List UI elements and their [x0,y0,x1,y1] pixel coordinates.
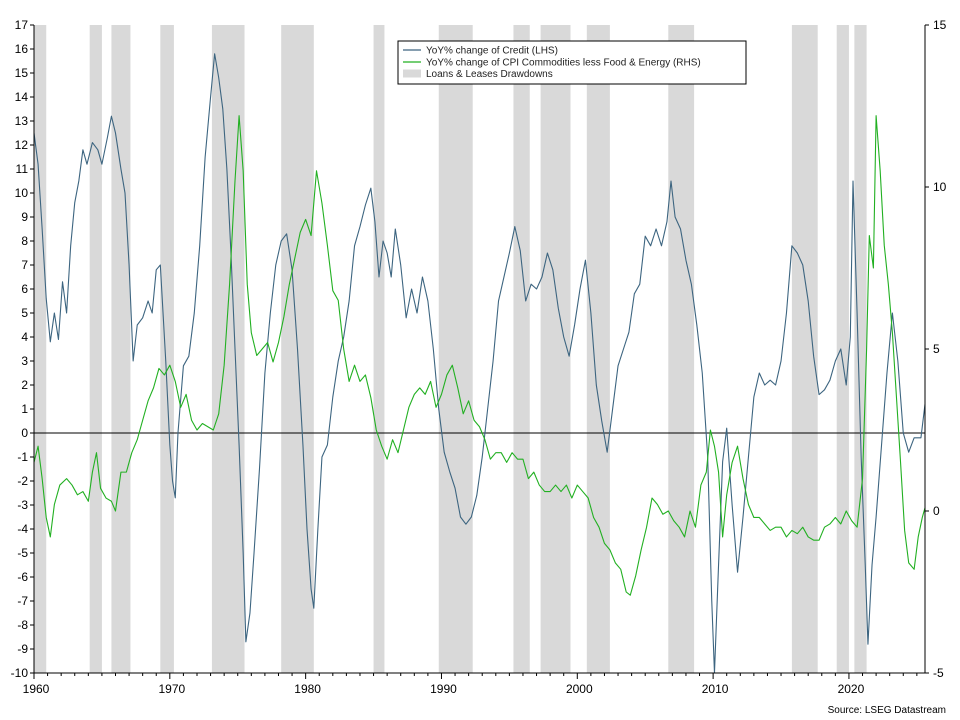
series-lines [33,53,926,674]
right-axis: -5 0 5 10 15 [925,18,947,680]
left-tick-label: -5 [17,546,28,560]
left-tick-label: -9 [17,642,28,656]
left-tick-label: 16 [15,42,29,56]
legend-label-drawdowns: Loans & Leases Drawdowns [426,69,553,80]
left-tick-label: 0 [21,426,28,440]
right-tick-label: 0 [933,504,940,518]
drawdown-band-6 [373,25,385,673]
drawdown-band-10 [586,25,610,673]
left-tick-label: 1 [21,402,28,416]
left-tick-label: 8 [21,234,28,248]
drawdown-band-3 [160,25,174,673]
left-tick-label: -1 [17,450,28,464]
drawdown-band-13 [836,25,849,673]
series-line-0 [33,53,926,674]
legend-label-cpi: YoY% change of CPI Commodities less Food… [426,58,701,69]
legend-box [397,40,747,85]
right-tick-label: -5 [933,666,944,680]
drawdown-band-0 [34,25,47,673]
left-tick-label: 7 [21,258,28,272]
drawdown-band-9 [540,25,571,673]
left-tick-label: -4 [17,522,28,536]
left-tick-label: -2 [17,474,28,488]
drawdown-band-2 [111,25,131,673]
drawdown-band-7 [438,25,473,673]
x-tick-label: 2010 [702,682,729,696]
right-tick-label: 10 [933,180,947,194]
legend-label-credit: YoY% change of Credit (LHS) [426,46,558,57]
left-tick-label: -8 [17,618,28,632]
source-note: Source: LSEG Datastream [828,705,946,716]
left-tick-label: 6 [21,282,28,296]
drawdown-band-1 [89,25,102,673]
drawdown-band-8 [513,25,530,673]
drawdown-band-4 [211,25,245,673]
left-tick-label: 14 [15,90,29,104]
left-tick-label: 10 [15,186,29,200]
left-tick-label: 12 [15,138,29,152]
left-tick-label: 13 [15,114,29,128]
left-tick-label: -7 [17,594,28,608]
left-tick-label: 15 [15,66,29,80]
x-tick-label: 1980 [294,682,321,696]
left-tick-label: -6 [17,570,28,584]
drawdown-band-14 [854,25,867,673]
drawdown-band-11 [668,25,695,673]
left-tick-label: 3 [21,354,28,368]
x-tick-label: 1960 [23,682,50,696]
right-tick-label: 15 [933,18,947,32]
left-tick-label: 11 [16,162,29,176]
x-tick-label: 2000 [566,682,593,696]
legend-swatch-drawdowns [403,69,421,78]
x-tick-label: 2020 [838,682,865,696]
left-tick-label: -10 [11,666,29,680]
left-axis: -10-9-8-7-6-5-4-3-2-10123456789101112131… [11,18,34,680]
left-tick-label: 2 [21,378,28,392]
x-axis: 1960 1970 1980 1990 2000 2010 2020 [23,673,918,696]
left-tick-label: 9 [21,210,28,224]
series-line-1 [33,115,926,596]
left-tick-label: 5 [21,306,28,320]
left-tick-label: -3 [17,498,28,512]
drawdown-band-12 [791,25,818,673]
x-tick-label: 1970 [158,682,185,696]
right-tick-label: 5 [933,342,940,356]
left-tick-label: 17 [15,18,29,32]
legend: YoY% change of Credit (LHS) YoY% change … [397,40,747,85]
left-tick-label: 4 [21,330,28,344]
x-tick-label: 1990 [430,682,457,696]
drawdown-bands [34,25,867,673]
